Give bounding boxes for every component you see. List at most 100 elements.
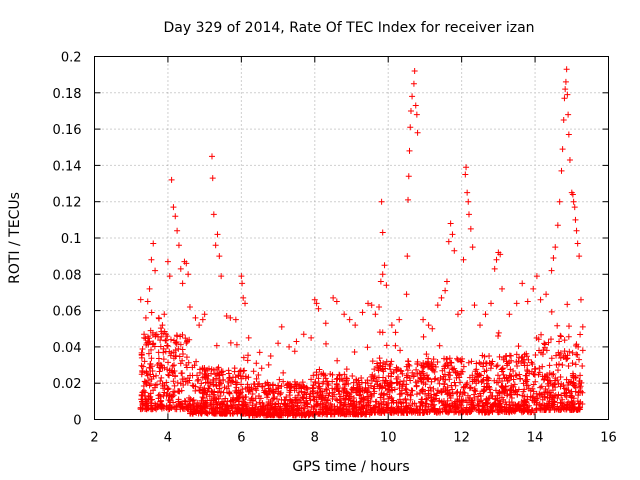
data-point [285, 381, 292, 388]
data-point [161, 311, 168, 318]
data-point [202, 379, 209, 386]
data-point [271, 394, 278, 401]
data-point [460, 363, 467, 370]
data-point [483, 395, 490, 402]
data-point [381, 262, 388, 269]
data-point [446, 355, 453, 362]
data-point [151, 343, 158, 350]
data-point [420, 333, 427, 340]
data-point [417, 390, 424, 397]
data-point [187, 402, 194, 409]
data-point [186, 401, 193, 408]
data-point [275, 400, 282, 407]
data-point [403, 291, 410, 298]
data-point [498, 394, 505, 401]
data-point [315, 384, 322, 391]
data-point [501, 354, 508, 361]
data-point [434, 359, 441, 366]
data-point [442, 376, 449, 383]
data-point [295, 407, 302, 414]
data-point [469, 244, 476, 251]
data-point [460, 384, 467, 391]
data-point [501, 389, 508, 396]
data-point [166, 372, 173, 379]
data-point [222, 409, 229, 416]
data-point [231, 401, 238, 408]
data-point [548, 355, 555, 362]
data-point [563, 386, 570, 393]
data-point [535, 336, 542, 343]
data-point [418, 399, 425, 406]
data-point [403, 386, 410, 393]
data-point [530, 371, 537, 378]
data-point [346, 316, 353, 323]
data-point [210, 379, 217, 386]
data-point [327, 410, 334, 417]
data-point [572, 216, 579, 223]
data-point [473, 366, 480, 373]
data-point [214, 407, 221, 414]
data-point [499, 285, 506, 292]
data-point [148, 376, 155, 383]
data-point [425, 392, 432, 399]
data-point [240, 410, 247, 417]
data-point [421, 363, 428, 370]
data-point [532, 378, 539, 385]
x-tick-label: 8 [311, 431, 319, 446]
data-point [573, 351, 580, 358]
data-point [397, 367, 404, 374]
data-point [157, 337, 164, 344]
data-point [265, 361, 272, 368]
data-point [319, 406, 326, 413]
data-point [310, 372, 317, 379]
data-point [337, 393, 344, 400]
data-point [322, 340, 329, 347]
data-point [343, 380, 350, 387]
data-point [336, 376, 343, 383]
data-point [536, 347, 543, 354]
data-point [434, 387, 441, 394]
data-point [265, 388, 272, 395]
data-point [485, 375, 492, 382]
data-point [142, 396, 149, 403]
data-point [182, 335, 189, 342]
data-point [510, 367, 517, 374]
data-point [358, 375, 365, 382]
data-point [448, 359, 455, 366]
data-point [391, 386, 398, 393]
data-point [393, 399, 400, 406]
data-point [145, 377, 152, 384]
data-point [430, 356, 437, 363]
data-point [438, 398, 445, 405]
data-point [144, 298, 151, 305]
data-point [281, 401, 288, 408]
data-point [422, 381, 429, 388]
data-point [376, 355, 383, 362]
data-point [466, 408, 473, 415]
data-point [507, 366, 514, 373]
data-point [406, 362, 413, 369]
data-point [519, 280, 526, 287]
data-point [471, 387, 478, 394]
data-point [557, 383, 564, 390]
data-point [341, 311, 348, 318]
data-point [489, 358, 496, 365]
data-point [494, 362, 501, 369]
data-point [550, 394, 557, 401]
data-point [249, 405, 256, 412]
data-point [476, 398, 483, 405]
data-point [412, 102, 419, 109]
data-point [491, 265, 498, 272]
data-point [179, 350, 186, 357]
data-point [255, 371, 262, 378]
data-point [523, 350, 530, 357]
data-point [168, 404, 175, 411]
data-point [542, 407, 549, 414]
data-point [396, 316, 403, 323]
data-point [568, 378, 575, 385]
data-point [283, 393, 290, 400]
data-point [171, 362, 178, 369]
data-point [561, 95, 568, 102]
data-point [425, 362, 432, 369]
data-point [212, 398, 219, 405]
